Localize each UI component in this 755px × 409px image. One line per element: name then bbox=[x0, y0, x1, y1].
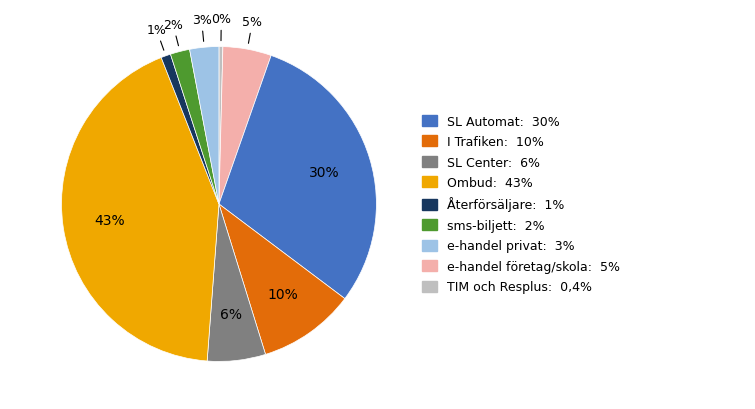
Wedge shape bbox=[162, 55, 219, 204]
Legend: SL Automat:  30%, I Trafiken:  10%, SL Center:  6%, Ombud:  43%, Återförsäljare:: SL Automat: 30%, I Trafiken: 10%, SL Cen… bbox=[422, 115, 620, 294]
Wedge shape bbox=[207, 204, 266, 362]
Wedge shape bbox=[190, 47, 219, 204]
Text: 5%: 5% bbox=[242, 16, 263, 44]
Wedge shape bbox=[219, 47, 223, 204]
Text: 6%: 6% bbox=[220, 307, 242, 321]
Wedge shape bbox=[61, 58, 219, 361]
Text: 1%: 1% bbox=[146, 24, 166, 51]
Text: 10%: 10% bbox=[267, 288, 297, 301]
Wedge shape bbox=[219, 56, 377, 299]
Text: 0%: 0% bbox=[211, 13, 231, 42]
Text: 30%: 30% bbox=[309, 166, 340, 180]
Wedge shape bbox=[171, 50, 219, 204]
Text: 3%: 3% bbox=[192, 13, 211, 42]
Text: 2%: 2% bbox=[163, 18, 183, 47]
Wedge shape bbox=[219, 204, 345, 355]
Text: 43%: 43% bbox=[94, 214, 125, 228]
Wedge shape bbox=[219, 47, 271, 204]
